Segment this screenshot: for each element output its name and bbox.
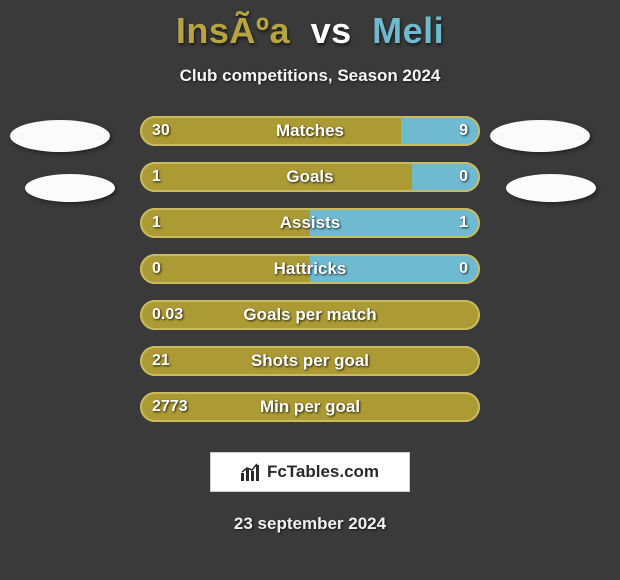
stat-bar-left xyxy=(140,116,401,146)
page-title: InsÃºa vs Meli xyxy=(0,10,620,52)
stat-bar-left xyxy=(140,254,310,284)
stat-row-goals-per-match: Goals per match0.03 xyxy=(0,300,620,330)
stat-bar-left xyxy=(140,162,412,192)
stat-bar-right xyxy=(310,208,480,238)
subtitle: Club competitions, Season 2024 xyxy=(0,66,620,86)
stat-row-min-per-goal: Min per goal2773 xyxy=(0,392,620,422)
stat-row-shots-per-goal: Shots per goal21 xyxy=(0,346,620,376)
stat-bar: Goals10 xyxy=(140,162,480,192)
title-player2: Meli xyxy=(372,10,444,51)
stat-bar: Goals per match0.03 xyxy=(140,300,480,330)
stat-bar-right xyxy=(310,254,480,284)
brand-text: FcTables.com xyxy=(267,462,379,482)
title-vs: vs xyxy=(311,10,352,51)
stat-bar-left xyxy=(140,392,480,422)
brand-badge: FcTables.com xyxy=(210,452,410,492)
stat-bar: Assists11 xyxy=(140,208,480,238)
comparison-infographic: InsÃºa vs Meli Club competitions, Season… xyxy=(0,0,620,580)
chart-icon xyxy=(241,463,261,481)
stat-bar: Shots per goal21 xyxy=(140,346,480,376)
stat-bar: Min per goal2773 xyxy=(140,392,480,422)
stat-bar-right xyxy=(401,116,480,146)
stat-bar: Hattricks00 xyxy=(140,254,480,284)
stat-bar: Matches309 xyxy=(140,116,480,146)
stat-bar-left xyxy=(140,208,310,238)
stats-column: Matches309 Goals10 Assists11 Hattricks00 Goa… xyxy=(0,116,620,438)
date-text: 23 september 2024 xyxy=(0,514,620,534)
stat-row-hattricks: Hattricks00 xyxy=(0,254,620,284)
stat-row-goals: Goals10 xyxy=(0,162,620,192)
stat-bar-left xyxy=(140,300,480,330)
title-player1: InsÃºa xyxy=(176,10,290,51)
stat-row-matches: Matches309 xyxy=(0,116,620,146)
stat-row-assists: Assists11 xyxy=(0,208,620,238)
stat-bar-left xyxy=(140,346,480,376)
stat-bar-right xyxy=(412,162,480,192)
